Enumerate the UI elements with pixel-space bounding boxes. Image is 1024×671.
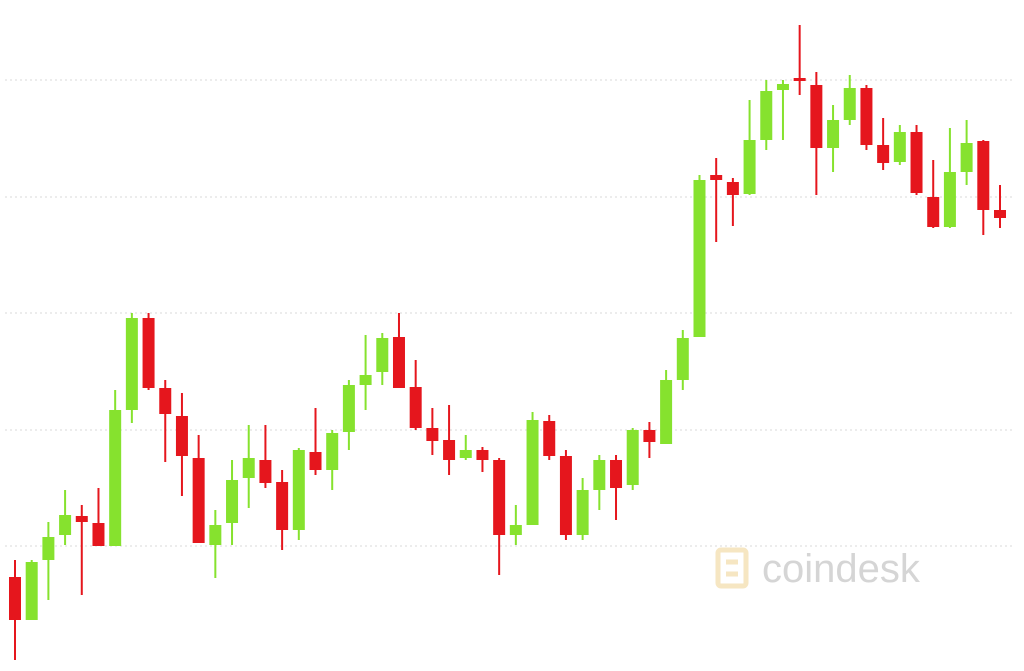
candle-body (25, 562, 38, 620)
candle-body (109, 410, 122, 546)
candle-body (960, 143, 973, 172)
candle-body (376, 338, 389, 372)
candle-body (276, 482, 289, 530)
candle-body (476, 450, 489, 460)
candle-body (843, 88, 856, 120)
candle-body (526, 420, 539, 525)
candle-body (660, 380, 673, 444)
candle-body (726, 182, 739, 195)
candle-body (159, 388, 172, 414)
candle-body (559, 456, 572, 535)
candle-body (443, 440, 456, 460)
candle-body (226, 480, 239, 523)
candle-body (793, 78, 806, 81)
candle-body (877, 145, 890, 163)
candle-body (776, 84, 789, 90)
candle-body (209, 525, 222, 545)
candle-body (743, 140, 756, 194)
candle-body (192, 458, 205, 543)
candle-body (693, 180, 706, 337)
candle-body (493, 460, 506, 535)
candle-body (576, 490, 589, 535)
candle-body (326, 433, 339, 470)
candle-body (593, 460, 606, 490)
candle-body (676, 338, 689, 380)
candle-body (359, 375, 372, 385)
candle-body (827, 120, 840, 148)
candle-body (292, 450, 305, 530)
candle-body (927, 197, 940, 227)
candle-body (242, 458, 255, 478)
candle-body (710, 175, 723, 180)
candle-body (142, 318, 155, 388)
candle-body (943, 172, 956, 227)
candle-body (59, 515, 72, 535)
candle-body (893, 132, 906, 162)
candle-body (643, 430, 656, 442)
candle-body (92, 523, 105, 546)
candle-body (426, 428, 439, 441)
candle-body (626, 430, 639, 485)
candle-body (342, 385, 355, 432)
candle-body (994, 210, 1006, 218)
candle-body (175, 416, 188, 456)
candle-body (543, 421, 556, 456)
candle-body (509, 525, 522, 535)
candle-body (9, 577, 21, 620)
candle-body (860, 88, 873, 145)
candle-body (760, 91, 773, 140)
candle-body (810, 85, 823, 148)
candle-body (409, 387, 422, 428)
candle-body (42, 537, 55, 560)
candle-body (309, 452, 322, 470)
candle-body (610, 460, 623, 488)
watermark: coindesk (762, 547, 921, 591)
candle-body (75, 516, 88, 522)
candle-body (977, 141, 990, 210)
candle-body (459, 450, 472, 458)
candle-body (125, 318, 138, 410)
candle-body (259, 460, 272, 483)
candle-body (910, 132, 923, 193)
watermark-logo (715, 547, 749, 589)
candle-body (392, 337, 405, 388)
